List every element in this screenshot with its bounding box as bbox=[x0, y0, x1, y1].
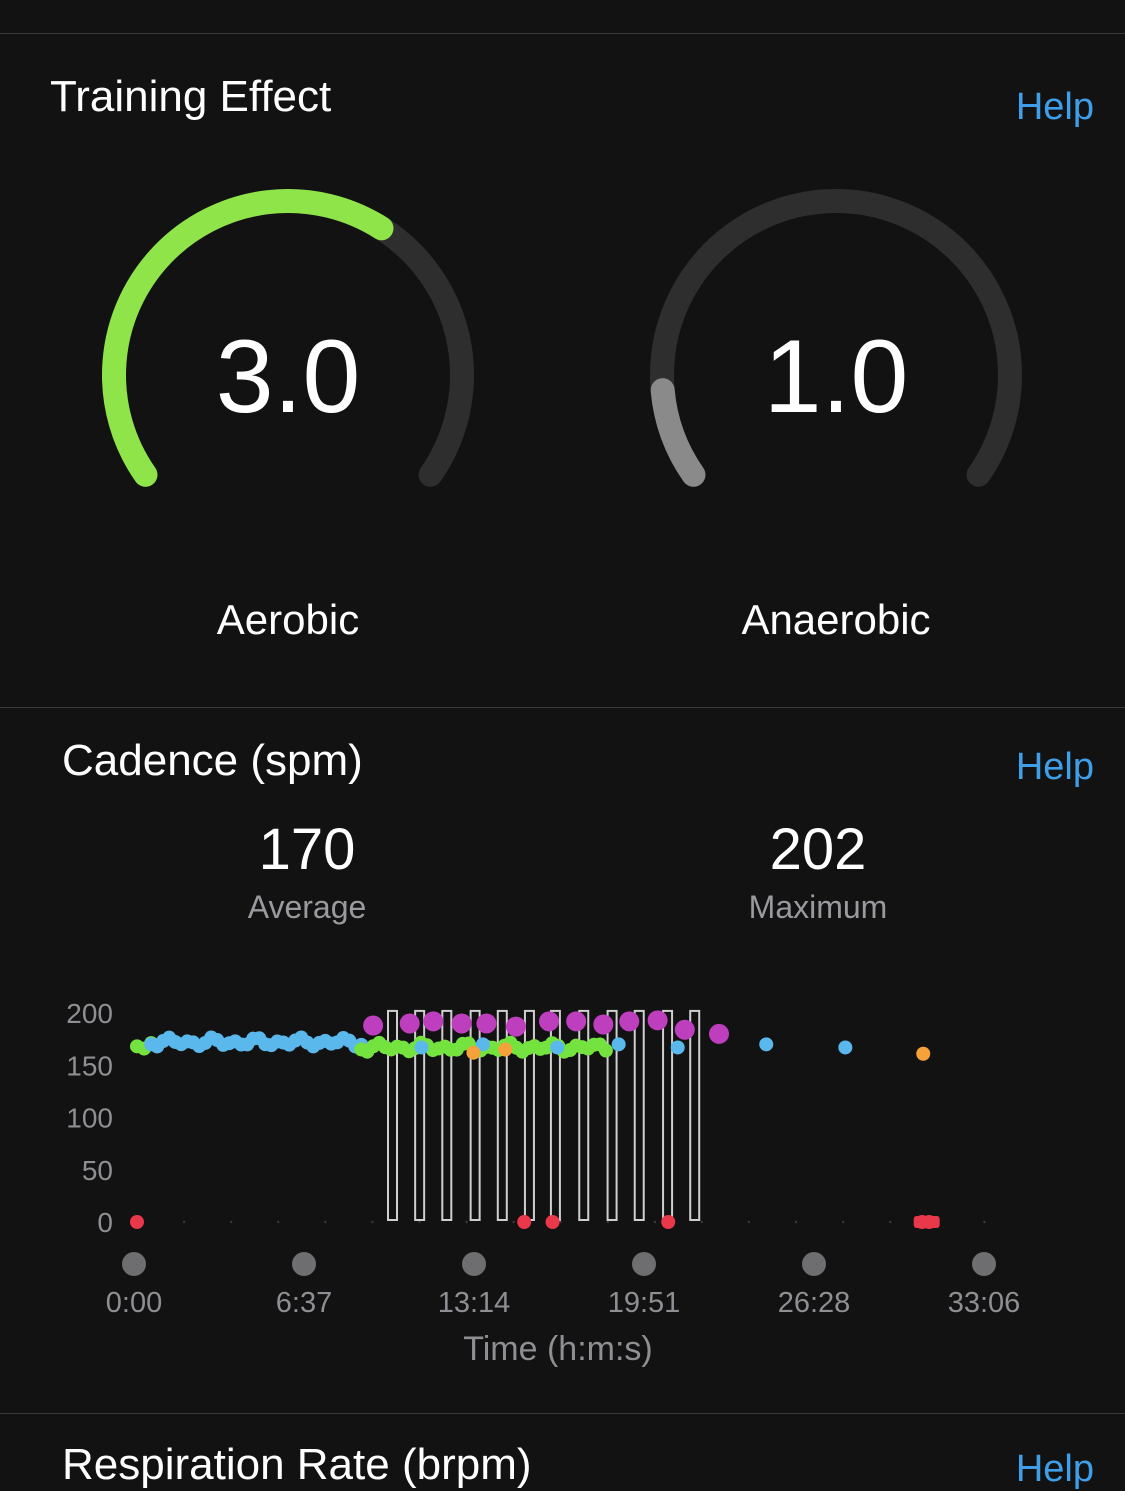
respiration-title: Respiration Rate (brpm) bbox=[62, 1440, 532, 1489]
respiration-help-link[interactable]: Help bbox=[1015, 1448, 1094, 1490]
section-divider-1 bbox=[0, 707, 1125, 708]
baseline-dot bbox=[418, 1220, 421, 1224]
cadence-point-orange bbox=[466, 1045, 481, 1060]
section-divider-2 bbox=[0, 1413, 1125, 1414]
baseline-dot bbox=[700, 1220, 704, 1224]
x-axis-marker bbox=[802, 1252, 826, 1276]
cadence-point-blue bbox=[414, 1040, 429, 1055]
y-tick-label: 150 bbox=[66, 1050, 113, 1081]
cadence-point-blue bbox=[759, 1037, 774, 1052]
cadence-maximum-label: Maximum bbox=[748, 889, 888, 925]
training-effect-gauges bbox=[102, 189, 1022, 487]
interval-bar bbox=[633, 1009, 645, 1221]
baseline-dot bbox=[229, 1220, 233, 1224]
interval-bar bbox=[441, 1009, 453, 1221]
interval-bar bbox=[414, 1009, 426, 1221]
cadence-point-red bbox=[661, 1215, 676, 1229]
cadence-point-purple bbox=[647, 1010, 668, 1031]
interval-bar bbox=[689, 1009, 701, 1221]
baseline-dot bbox=[182, 1220, 186, 1224]
baseline-dot bbox=[747, 1220, 751, 1224]
cadence-point-orange bbox=[498, 1042, 513, 1057]
x-tick-label: 0:00 bbox=[106, 1287, 162, 1319]
cadence-point-purple bbox=[363, 1015, 384, 1036]
cadence-point-blue bbox=[475, 1037, 490, 1052]
baseline-dot bbox=[324, 1220, 327, 1224]
x-tick-label: 33:06 bbox=[948, 1287, 1021, 1319]
cadence-point-purple bbox=[476, 1013, 497, 1034]
baseline-dot bbox=[559, 1220, 562, 1224]
cadence-point-purple bbox=[505, 1016, 526, 1037]
interval-bar bbox=[662, 1009, 674, 1221]
cadence-average-label: Average bbox=[247, 889, 367, 925]
cadence-point-red-cluster bbox=[913, 1216, 940, 1228]
cadence-maximum-value: 202 bbox=[769, 817, 867, 882]
top-divider bbox=[0, 33, 1125, 34]
cadence-point-purple bbox=[451, 1013, 472, 1034]
aerobic-value: 3.0 bbox=[215, 319, 361, 435]
x-tick-label: 13:14 bbox=[438, 1287, 511, 1319]
baseline-dot bbox=[653, 1220, 657, 1224]
aerobic-label: Aerobic bbox=[216, 596, 360, 643]
baseline-dot bbox=[277, 1220, 280, 1224]
interval-bar bbox=[469, 1009, 481, 1221]
x-axis-marker bbox=[462, 1252, 486, 1276]
baseline-dot bbox=[465, 1220, 468, 1224]
y-tick-label: 200 bbox=[66, 998, 113, 1029]
training-effect-help-link[interactable]: Help bbox=[1015, 86, 1094, 128]
anaerobic-value: 1.0 bbox=[763, 319, 909, 435]
anaerobic-gauge bbox=[650, 189, 1022, 487]
cadence-point-purple bbox=[399, 1013, 420, 1034]
cadence-point-purple bbox=[539, 1011, 560, 1032]
x-axis-label: Time (h:m:s) bbox=[463, 1330, 653, 1368]
cadence-point-red bbox=[517, 1215, 532, 1229]
cadence-point-red bbox=[130, 1215, 144, 1229]
interval-bar bbox=[606, 1009, 618, 1221]
interval-bar bbox=[496, 1009, 508, 1221]
anaerobic-gauge-fill bbox=[650, 378, 706, 487]
baseline-dot bbox=[371, 1220, 374, 1224]
x-axis-marker bbox=[122, 1252, 146, 1276]
baseline-dot bbox=[606, 1220, 609, 1224]
baseline-dot bbox=[794, 1220, 798, 1224]
cadence-point-green bbox=[598, 1043, 613, 1058]
cadence-chart[interactable]: 200 150 100 50 0 0:00 6:37 13:14 19:51 26:28 33:06… bbox=[0, 980, 1125, 1375]
x-axis-marker bbox=[972, 1252, 996, 1276]
cadence-average-value: 170 bbox=[258, 817, 356, 882]
aerobic-gauge bbox=[102, 189, 474, 487]
cadence-point-blue bbox=[550, 1040, 565, 1055]
cadence-point-red bbox=[545, 1215, 560, 1229]
cadence-title: Cadence (spm) bbox=[62, 736, 363, 785]
anaerobic-gauge-track bbox=[650, 189, 1022, 487]
aerobic-gauge-fill bbox=[102, 189, 394, 487]
cadence-point-orange bbox=[916, 1046, 931, 1061]
x-axis-marker bbox=[292, 1252, 316, 1276]
baseline-dot bbox=[889, 1220, 892, 1224]
cadence-point-blue bbox=[611, 1037, 626, 1052]
interval-bar bbox=[387, 1009, 398, 1221]
anaerobic-label: Anaerobic bbox=[741, 596, 931, 643]
cadence-point-purple bbox=[674, 1019, 695, 1040]
cadence-point-blue bbox=[838, 1040, 853, 1055]
baseline-dot bbox=[841, 1220, 845, 1224]
cadence-help-link[interactable]: Help bbox=[1015, 746, 1094, 788]
baseline-dot bbox=[983, 1220, 986, 1224]
cadence-point-purple bbox=[423, 1011, 444, 1032]
x-tick-label: 19:51 bbox=[608, 1287, 681, 1319]
training-effect-title: Training Effect bbox=[50, 72, 332, 121]
y-tick-label: 0 bbox=[97, 1207, 113, 1238]
cadence-point-purple bbox=[566, 1011, 587, 1032]
cadence-point-purple bbox=[593, 1014, 614, 1035]
x-tick-label: 26:28 bbox=[778, 1287, 851, 1319]
interval-bar bbox=[578, 1009, 590, 1221]
baseline-dot bbox=[512, 1220, 515, 1224]
cadence-point-purple bbox=[619, 1011, 640, 1032]
x-tick-label: 6:37 bbox=[276, 1287, 332, 1319]
cadence-point-blue bbox=[670, 1040, 685, 1055]
cadence-point-purple bbox=[709, 1023, 730, 1044]
x-axis-marker bbox=[632, 1252, 656, 1276]
y-tick-label: 50 bbox=[82, 1155, 113, 1186]
y-tick-label: 100 bbox=[66, 1103, 113, 1134]
